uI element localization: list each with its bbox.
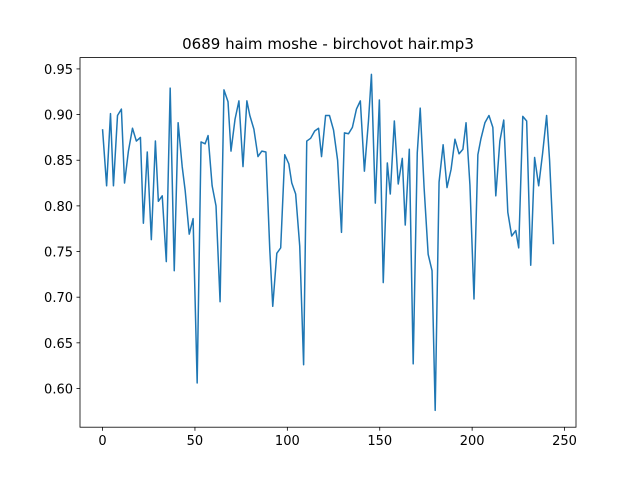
x-tick-label: 150 <box>367 434 392 449</box>
y-tick-label: 0.75 <box>44 246 73 261</box>
axes-frame <box>79 57 577 428</box>
y-tick-label: 0.65 <box>44 337 73 352</box>
chart-title: 0689 haim moshe - birchovot hair.mp3 <box>182 35 474 53</box>
y-tick-label: 0.90 <box>44 109 73 124</box>
y-tick-label: 0.60 <box>44 382 73 397</box>
x-tick-label: 250 <box>552 434 577 449</box>
data-line <box>101 73 555 412</box>
x-tick-label: 200 <box>460 434 485 449</box>
x-tick-label: 50 <box>187 434 204 449</box>
y-tick-label: 0.80 <box>44 200 73 215</box>
y-tick-label: 0.70 <box>44 291 73 306</box>
y-tick-label: 0.95 <box>44 63 73 78</box>
x-tick-label: 0 <box>98 434 106 449</box>
x-tick-label: 100 <box>275 434 300 449</box>
y-tick-label: 0.85 <box>44 154 73 169</box>
